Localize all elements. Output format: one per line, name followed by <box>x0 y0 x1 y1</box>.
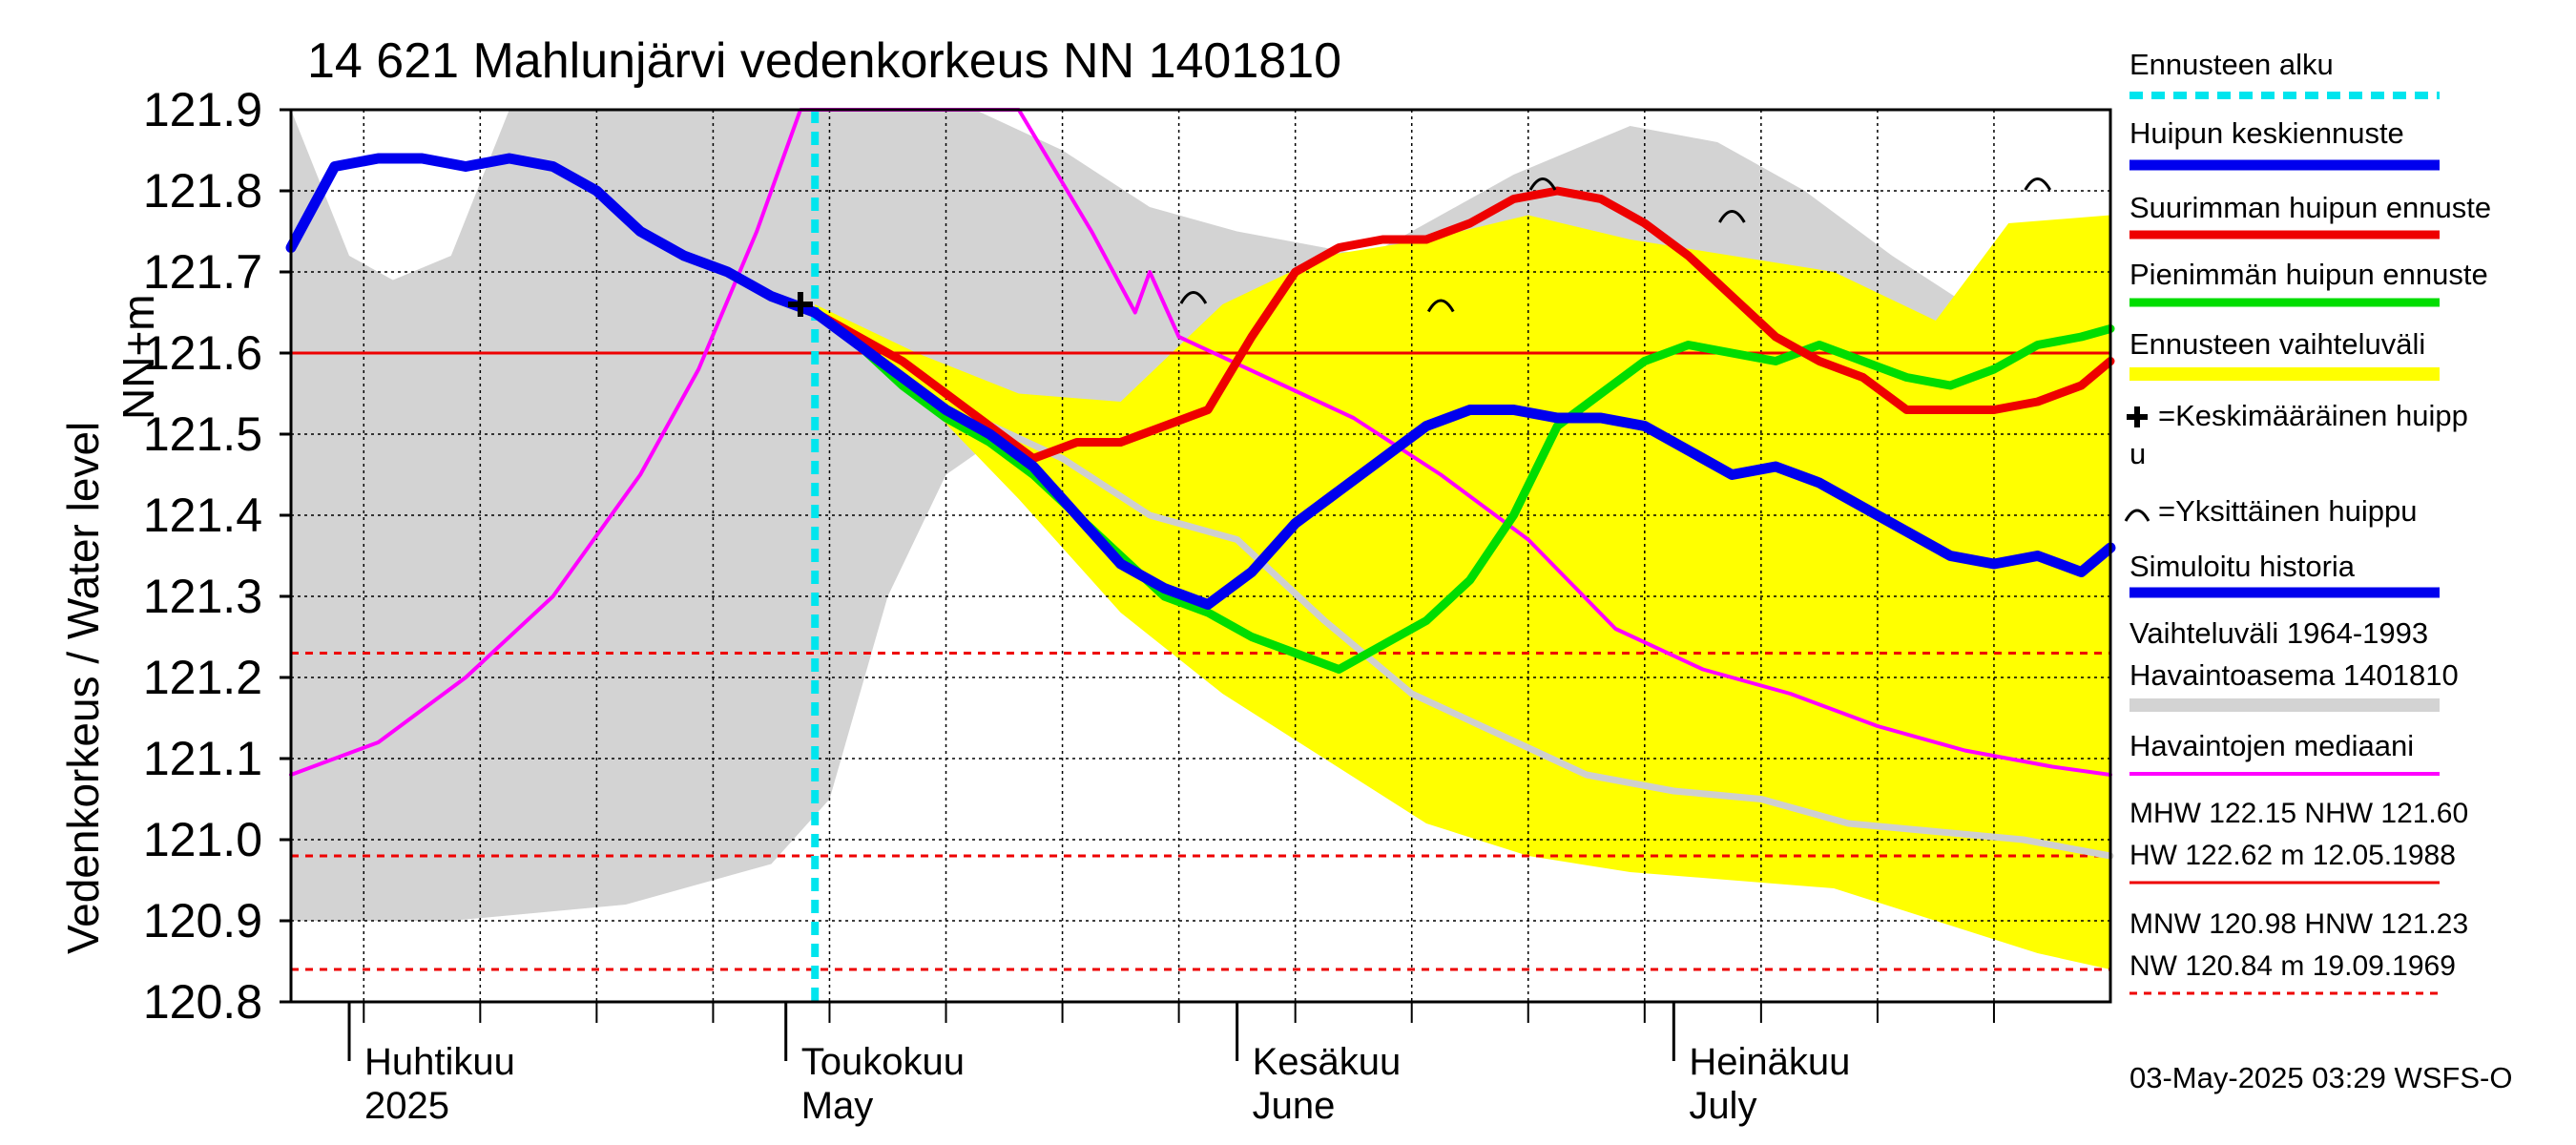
chart-title: 14 621 Mahlunjärvi vedenkorkeus NN 14018… <box>307 33 1342 89</box>
y-tick-label: 121.9 <box>142 83 262 136</box>
chart-markers <box>787 177 2052 317</box>
y-tick-label: 121.1 <box>142 732 262 785</box>
x-tick-label: Heinäkuu July <box>1689 1041 1851 1127</box>
series-min-forecast <box>810 308 2115 674</box>
legend-hist-range: Vaihteluväli 1964-1993 <box>2129 616 2429 650</box>
legend-mean-peak-cont: u <box>2129 437 2147 470</box>
y-axis-label: Vedenkorkeus / Water level <box>58 421 108 954</box>
legend-obs-median: Havaintojen mediaani <box>2129 729 2415 762</box>
plot-border <box>289 108 2112 1004</box>
legend-min-forecast: Pienimmän huipun ennuste <box>2129 258 2488 291</box>
chart-bands <box>291 110 2111 969</box>
legend-hist-station: Havaintoasema 1401810 <box>2129 658 2459 692</box>
single-peak-marker <box>1528 177 1557 191</box>
plot-frame <box>280 108 2112 1061</box>
single-peak-marker <box>1718 210 1746 223</box>
y-tick-label: 121.7 <box>142 245 262 299</box>
legend-mean-forecast: Huipun keskiennuste <box>2129 116 2404 150</box>
stat-nw: NW 120.84 m 19.09.1969 <box>2129 950 2456 982</box>
y-tick-label: 121.6 <box>142 326 262 380</box>
legend-max-forecast: Suurimman huipun ennuste <box>2129 191 2492 224</box>
legend-single-peak: =Yksittäinen huippu <box>2158 494 2418 528</box>
legend-forecast-start: Ennusteen alku <box>2129 48 2334 81</box>
timestamp: 03-May-2025 03:29 WSFS-O <box>2129 1061 2513 1094</box>
legend-plus-icon <box>2127 406 2148 427</box>
legend-sim-history: Simuloitu historia <box>2129 550 2356 583</box>
y-axis-label-wrap: Vedenkorkeus / Water level NN+m <box>38 114 163 954</box>
y-tick-label: 121.2 <box>142 651 262 704</box>
series-max-forecast <box>810 186 2115 463</box>
stat-mnw-hnw: MNW 120.98 HNW 121.23 <box>2129 908 2469 940</box>
single-peak-marker <box>1426 299 1455 313</box>
legend-mean-peak: =Keskimääräinen huipp <box>2158 399 2468 432</box>
stat-mhw-nhw: MHW 122.15 NHW 121.60 <box>2129 798 2469 829</box>
y-tick-label: 121.8 <box>142 164 262 218</box>
chart-series <box>285 108 2116 1002</box>
x-tick-label: Huhtikuu 2025 <box>364 1041 515 1127</box>
legend-arc-icon <box>2124 509 2150 522</box>
y-tick-label: 121.4 <box>142 489 262 542</box>
single-peak-marker <box>2024 177 2052 191</box>
stat-hw: HW 122.62 m 12.05.1988 <box>2129 840 2456 871</box>
series-observation-median <box>289 108 2112 777</box>
legend-swatches <box>2124 92 2440 995</box>
y-tick-label: 121.5 <box>142 407 262 461</box>
y-tick-label: 121.0 <box>142 813 262 866</box>
series-mean-forecast <box>809 307 2116 610</box>
single-peak-marker <box>1179 291 1208 304</box>
y-tick-label: 121.3 <box>142 570 262 623</box>
series-station-grey <box>971 414 2114 860</box>
x-tick-label: Kesäkuu June <box>1252 1041 1402 1127</box>
legend-forecast-range: Ennusteen vaihteluväli <box>2129 327 2426 361</box>
y-tick-label: 120.9 <box>142 894 262 947</box>
series-simulated-history <box>285 153 821 318</box>
y-tick-label: 120.8 <box>142 975 262 1029</box>
mean-peak-marker <box>787 292 813 317</box>
x-tick-label: Toukokuu May <box>800 1041 965 1127</box>
